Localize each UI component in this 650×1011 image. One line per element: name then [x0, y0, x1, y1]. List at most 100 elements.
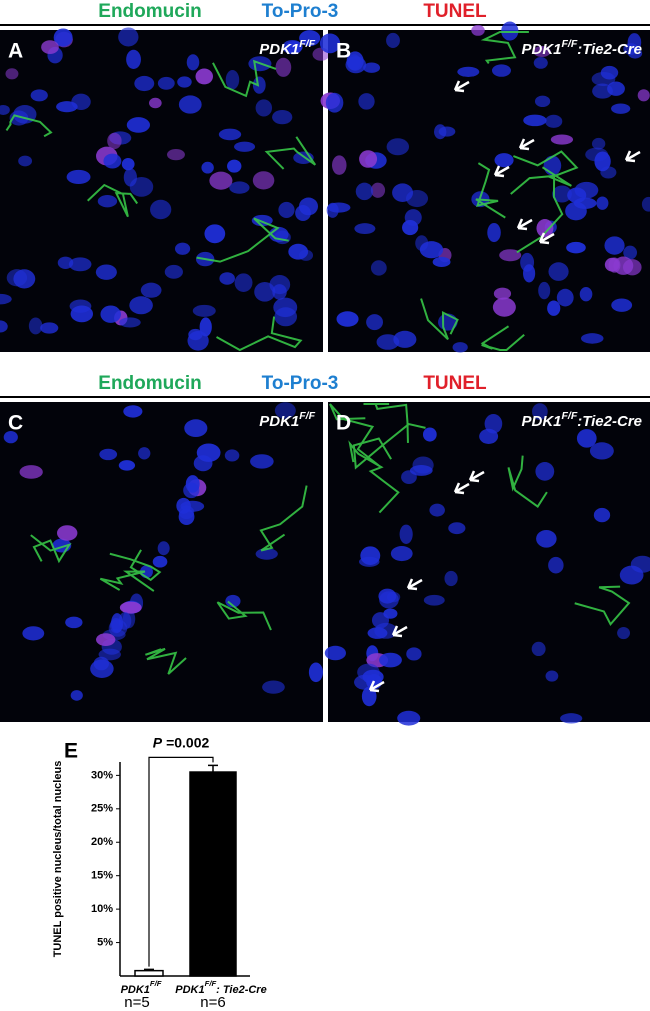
- nucleus: [370, 260, 387, 276]
- nucleus: [611, 298, 633, 312]
- bar: [189, 771, 237, 977]
- nucleus: [278, 201, 295, 219]
- nucleus: [566, 241, 586, 254]
- nucleus: [617, 627, 631, 640]
- nucleus: [547, 300, 561, 316]
- base-text: PDK1: [259, 413, 299, 430]
- nucleus: [457, 66, 480, 77]
- nucleus: [123, 405, 143, 418]
- nucleus: [532, 403, 548, 421]
- nucleus: [393, 330, 417, 348]
- nucleus: [97, 195, 118, 208]
- nucleus: [298, 249, 314, 261]
- nucleus: [593, 507, 611, 523]
- nucleus: [367, 627, 388, 639]
- nucleus: [591, 71, 616, 87]
- nucleus: [3, 430, 18, 444]
- nucleus: [274, 402, 296, 419]
- nucleus: [392, 183, 414, 203]
- nucleus: [224, 449, 240, 462]
- nucleus: [491, 64, 511, 77]
- genotype-label: PDK1F/F: [259, 410, 315, 430]
- nucleus: [149, 97, 162, 109]
- nucleus: [533, 56, 548, 69]
- nucleus: [548, 556, 564, 574]
- suffix-text: :Tie2-Cre: [577, 413, 642, 430]
- nucleus: [325, 92, 344, 113]
- nucleus: [178, 508, 195, 525]
- nucleus: [357, 663, 380, 681]
- y-tick-label: 10%: [91, 903, 113, 915]
- channel-label: Endomucin: [98, 373, 201, 394]
- error-bar: [208, 764, 218, 773]
- nucleus: [157, 541, 170, 556]
- nucleus: [90, 659, 114, 678]
- nucleus: [484, 413, 503, 434]
- nucleus: [406, 647, 422, 661]
- panel-letter: E: [64, 740, 78, 763]
- nucleus: [95, 264, 117, 280]
- micrograph: C PDK1F/F: [0, 402, 324, 722]
- nucleus: [429, 503, 445, 517]
- vessel-stain: [5, 59, 317, 352]
- nucleus: [178, 95, 202, 114]
- genotype-label: PDK1F/F: [121, 979, 162, 996]
- y-tick-label: 15%: [91, 870, 113, 882]
- nucleus: [641, 196, 650, 212]
- superscript: F/F: [299, 410, 315, 422]
- nucleus: [363, 62, 381, 73]
- nucleus: [487, 222, 501, 243]
- nucleus: [129, 296, 153, 315]
- nucleus: [608, 257, 621, 273]
- nucleus: [366, 314, 383, 331]
- nucleus: [252, 76, 266, 94]
- nucleus: [225, 594, 241, 608]
- nucleus: [98, 648, 121, 661]
- nucleus: [184, 419, 208, 438]
- nucleus: [585, 147, 609, 162]
- nucleus: [379, 591, 399, 609]
- nucleus: [140, 282, 162, 298]
- nucleus: [535, 462, 555, 481]
- nucleus: [550, 134, 574, 145]
- nucleus: [138, 447, 151, 460]
- nucleus: [359, 556, 380, 567]
- nucleus: [534, 95, 551, 108]
- nucleus: [452, 342, 468, 353]
- nucleus: [234, 141, 256, 152]
- nucleus: [326, 202, 339, 218]
- channel-label: To-Pro-3: [262, 1, 339, 22]
- nucleus: [412, 456, 434, 474]
- nucleus: [134, 75, 155, 92]
- superscript: F/F: [562, 38, 578, 50]
- nucleus: [187, 330, 209, 351]
- nucleus: [119, 317, 141, 328]
- nucleus: [252, 171, 275, 190]
- nucleus: [432, 256, 451, 268]
- base-text: PDK1: [521, 41, 561, 58]
- nucleus: [611, 103, 631, 114]
- nucleus: [66, 169, 91, 185]
- base-text: PDK1: [121, 984, 150, 996]
- nucleus: [399, 524, 413, 544]
- nucleus: [637, 89, 650, 102]
- y-tick-label: 25%: [91, 803, 113, 815]
- superscript: F/F: [205, 979, 217, 988]
- nucleus: [376, 334, 400, 350]
- nucleus: [538, 281, 551, 300]
- superscript: F/F: [562, 410, 578, 422]
- nucleus: [157, 76, 175, 90]
- nucleus: [576, 429, 597, 448]
- nucleus: [192, 304, 216, 317]
- nucleus: [183, 482, 200, 499]
- nucleus: [204, 224, 226, 244]
- genotype-label: PDK1F/F:Tie2-Cre: [521, 410, 642, 430]
- nucleus: [419, 241, 444, 259]
- nucleus: [545, 670, 559, 682]
- nucleus: [359, 150, 378, 168]
- nucleus: [0, 293, 12, 305]
- nucleus: [589, 442, 614, 460]
- vessel-stain: [329, 403, 631, 627]
- nucleus: [604, 236, 625, 255]
- n-label: n=5: [124, 994, 149, 1011]
